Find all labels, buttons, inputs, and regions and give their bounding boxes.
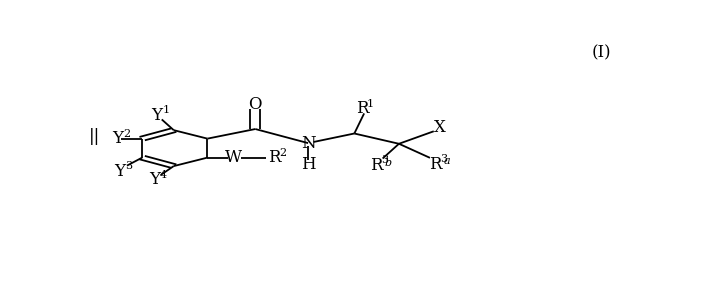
Text: Y: Y: [152, 107, 162, 124]
Text: 4: 4: [160, 170, 167, 180]
Text: 2: 2: [279, 148, 286, 158]
Text: R: R: [429, 156, 442, 173]
Text: 2: 2: [123, 129, 130, 139]
Text: b: b: [385, 157, 392, 168]
Text: Y: Y: [114, 162, 126, 180]
Text: 3: 3: [441, 154, 448, 164]
Text: (I): (I): [592, 44, 611, 61]
Text: R: R: [267, 149, 280, 166]
Text: 1: 1: [163, 106, 170, 115]
Text: 3: 3: [381, 155, 388, 165]
Text: a: a: [444, 156, 451, 166]
Text: X: X: [435, 119, 446, 136]
Text: 3: 3: [125, 161, 132, 171]
Text: N: N: [300, 135, 315, 152]
Text: 1: 1: [367, 99, 374, 108]
Text: R: R: [356, 100, 369, 117]
Text: Y: Y: [149, 171, 160, 188]
Text: O: O: [249, 95, 262, 113]
Text: ||: ||: [88, 128, 100, 145]
Text: R: R: [370, 157, 383, 174]
Text: W: W: [225, 149, 242, 166]
Text: Y: Y: [112, 130, 123, 147]
Text: H: H: [300, 156, 315, 173]
